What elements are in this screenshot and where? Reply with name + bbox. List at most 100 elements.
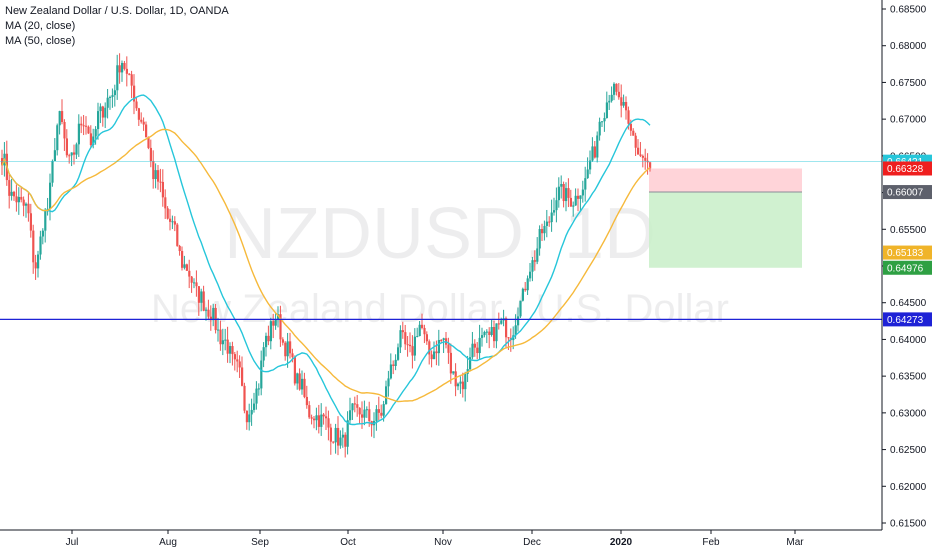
candle-body [617, 91, 620, 98]
candle-body [255, 388, 258, 404]
candle [46, 197, 49, 216]
candle-body [529, 271, 532, 279]
candle-body [231, 346, 234, 355]
candle [10, 178, 13, 201]
candle-body [332, 441, 335, 443]
candle [125, 56, 128, 87]
candle-body [562, 184, 565, 202]
candle-body [123, 62, 126, 69]
candle-body [22, 199, 25, 206]
candle-body [603, 118, 606, 122]
candle [435, 340, 438, 366]
candle-body [188, 270, 191, 277]
candle-body [130, 74, 133, 86]
candle [250, 398, 253, 426]
candle-body [327, 418, 330, 428]
candle-body [440, 339, 443, 341]
candle [269, 317, 272, 350]
candle-body [471, 343, 474, 358]
candle [51, 159, 54, 187]
candle [380, 404, 383, 419]
candle-body [322, 414, 325, 417]
candle-body [68, 155, 71, 157]
candle-body [89, 133, 92, 145]
candle [322, 412, 325, 425]
candle [351, 403, 354, 420]
candle [334, 423, 337, 454]
candle [605, 91, 608, 119]
candle [70, 152, 73, 167]
candle [284, 341, 287, 361]
candle-body [620, 97, 623, 106]
candle-body [437, 339, 440, 354]
candle [337, 416, 340, 456]
candle-body [185, 264, 188, 271]
candle-body [519, 300, 522, 317]
candle [128, 73, 131, 76]
candle [61, 99, 64, 125]
candle-body [344, 434, 347, 447]
candle [461, 372, 464, 398]
candle [620, 84, 623, 118]
candle-body [586, 169, 589, 179]
candle [644, 148, 647, 170]
candle-body [572, 205, 575, 207]
candle [231, 341, 234, 366]
candle [197, 286, 200, 316]
candle-body [430, 354, 433, 360]
candle-body [217, 329, 220, 331]
candle [447, 337, 450, 364]
price-badge: 0.64273 [883, 312, 932, 327]
candle-body [253, 403, 256, 410]
candle-body [49, 182, 52, 209]
candle [344, 432, 347, 458]
candle-body [608, 100, 611, 103]
candle-body [490, 326, 493, 335]
candle-body [406, 344, 409, 346]
candle-body [485, 331, 488, 333]
candle-body [212, 307, 215, 321]
stop-loss-zone [649, 168, 802, 193]
candle [346, 411, 349, 455]
candle [327, 410, 330, 441]
candle [89, 125, 92, 148]
candle [608, 94, 611, 110]
candle [77, 114, 80, 157]
candle-body [236, 359, 239, 362]
price-badge-label: 0.64976 [887, 263, 924, 274]
candle-body [195, 282, 198, 287]
candle-body [284, 342, 287, 357]
candle-body [197, 286, 200, 303]
candle [106, 88, 109, 119]
candle [577, 188, 580, 212]
candle [135, 97, 138, 111]
ma20-label[interactable]: MA (20, close) [5, 20, 76, 32]
candle [63, 119, 66, 151]
candle-body [303, 378, 306, 397]
watermark-description: New Zealand Dollar / U.S. Dollar [151, 287, 729, 331]
candle-body [305, 396, 308, 406]
candle [202, 285, 205, 312]
candle [41, 228, 44, 245]
ma50-label[interactable]: MA (50, close) [5, 35, 76, 47]
candle [466, 355, 469, 383]
candle [27, 193, 30, 222]
candle-body [476, 347, 479, 354]
y-tick-label: 0.64000 [890, 335, 927, 346]
candle [15, 184, 18, 212]
candle [265, 332, 268, 357]
candle-body [387, 378, 390, 387]
candle [639, 141, 642, 158]
candle-body [202, 291, 205, 311]
candle-body [39, 236, 42, 255]
candle [233, 351, 236, 371]
candle-body [63, 121, 66, 139]
candle-body [58, 111, 61, 126]
candle [293, 355, 296, 386]
y-tick-label: 0.67500 [890, 78, 927, 89]
candle-body [277, 314, 280, 320]
candle [116, 54, 119, 100]
candle [497, 312, 500, 330]
candle-body [274, 319, 277, 326]
